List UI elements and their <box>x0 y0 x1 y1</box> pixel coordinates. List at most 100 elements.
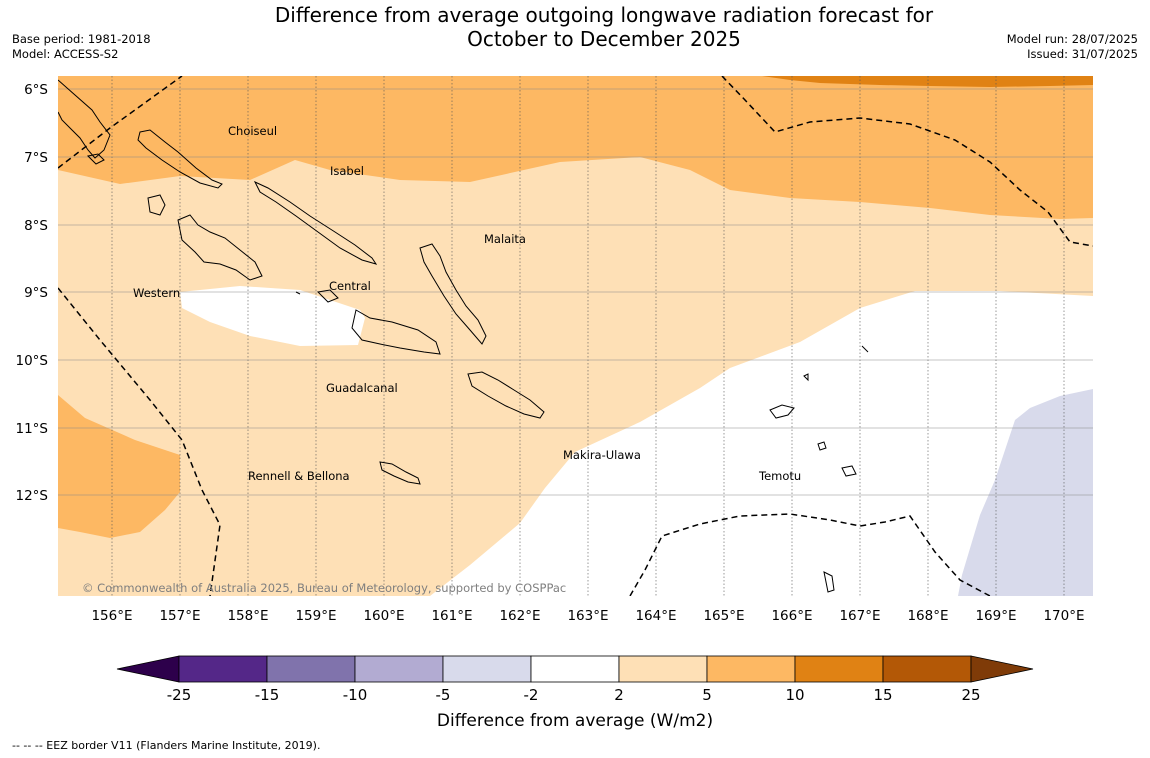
map-area: Choiseul Isabel Malaita Western Central … <box>58 76 1093 596</box>
eez-border-southeast <box>629 513 991 596</box>
lat-tick-label: 11°S <box>16 421 49 437</box>
duff-islands <box>861 345 869 353</box>
colorbar-tick-label: -2 <box>524 686 539 704</box>
islands <box>58 79 869 593</box>
model-name: Model: ACCESS-S2 <box>12 47 119 61</box>
colorbar-extend-max <box>970 655 1034 683</box>
lat-tick-label: 10°S <box>16 353 49 369</box>
guadalcanal-island <box>351 309 441 355</box>
florida-islands <box>316 289 339 303</box>
eez-border-northwest <box>58 76 183 169</box>
lat-tick-label: 12°S <box>16 488 49 504</box>
lat-axis: 6°S 7°S 8°S 9°S 10°S 11°S 12°S <box>16 82 49 504</box>
lon-tick-label: 166°E <box>771 608 812 624</box>
colorbar-swatch <box>530 655 620 683</box>
colorbar-tick-label: 10 <box>785 686 804 704</box>
label-malaita: Malaita <box>484 232 526 246</box>
lon-tick-label: 165°E <box>703 608 744 624</box>
grid <box>111 76 1065 596</box>
label-western: Western <box>133 286 180 300</box>
lon-tick-label: 156°E <box>91 608 132 624</box>
malaita-island <box>419 243 487 345</box>
colorbar-tick-label: 5 <box>702 686 712 704</box>
colorbar-tick-label: -5 <box>436 686 451 704</box>
copyright-notice: © Commonwealth of Australia 2025, Bureau… <box>82 581 566 595</box>
anuta-island <box>823 571 835 593</box>
lon-tick-label: 168°E <box>907 608 948 624</box>
title-line-1: Difference from average outgoing longwav… <box>274 3 934 27</box>
lat-tick-label: 8°S <box>24 218 48 234</box>
issued-date: Issued: 31/07/2025 <box>1027 47 1138 61</box>
lon-tick-label: 158°E <box>227 608 268 624</box>
lon-tick-label: 157°E <box>159 608 200 624</box>
contour-neg5-to-neg2 <box>958 389 1093 596</box>
colorbar-swatch <box>266 655 356 683</box>
choiseul-island <box>137 129 223 189</box>
eez-border-northeast <box>721 76 1093 247</box>
map-title: Difference from average outgoing longwav… <box>200 3 1008 51</box>
label-temotu: Temotu <box>758 469 801 483</box>
colorbar-tick-label: -15 <box>255 686 280 704</box>
colorbar-swatch <box>706 655 796 683</box>
reef-islands <box>803 373 809 382</box>
colorbar: -25 -15 -10 -5 -2 2 5 10 15 25 Differenc… <box>116 655 1034 731</box>
eez-borders <box>58 76 1093 596</box>
colorbar-tick-label: -25 <box>167 686 192 704</box>
label-rennell-bellona: Rennell & Bellona <box>248 469 350 483</box>
lat-tick-label: 6°S <box>24 82 48 98</box>
label-central: Central <box>329 279 371 293</box>
model-run: Model run: 28/07/2025 <box>1006 32 1138 46</box>
utupua-island <box>817 441 827 451</box>
russell-islands <box>295 291 301 295</box>
colorbar-swatch <box>882 655 972 683</box>
colorbar-tick-label: -10 <box>343 686 368 704</box>
colorbar-tick-label: 25 <box>961 686 980 704</box>
lon-tick-label: 160°E <box>363 608 404 624</box>
run-info: Model run: 28/07/2025 Issued: 31/07/2025 <box>1007 32 1138 62</box>
santa-cruz-island <box>769 404 795 419</box>
eez-legend: -- -- -- EEZ border V11 (Flanders Marine… <box>12 739 321 752</box>
lon-axis: 156°E 157°E 158°E 159°E 160°E 161°E 162°… <box>91 608 1084 624</box>
label-makira-ulawa: Makira-Ulawa <box>563 448 641 462</box>
makira-island <box>467 371 545 419</box>
contour-10-to-15 <box>762 76 1093 87</box>
lat-tick-label: 7°S <box>24 150 48 166</box>
label-choiseul: Choiseul <box>228 124 277 138</box>
colorbar-swatch <box>618 655 708 683</box>
title-line-2: October to December 2025 <box>467 27 741 51</box>
shortland-islands <box>86 153 105 165</box>
colorbar-swatch <box>354 655 444 683</box>
lon-tick-label: 159°E <box>295 608 336 624</box>
contour-neutral-central <box>180 286 365 346</box>
label-guadalcanal: Guadalcanal <box>326 381 398 395</box>
lon-tick-label: 169°E <box>975 608 1016 624</box>
colorbar-tick-labels: -25 -15 -10 -5 -2 2 5 10 15 25 <box>167 686 981 704</box>
colorbar-extend-min <box>116 655 180 683</box>
label-isabel: Isabel <box>330 164 364 178</box>
colorbar-swatch <box>794 655 884 683</box>
lon-tick-label: 161°E <box>431 608 472 624</box>
lon-tick-label: 163°E <box>567 608 608 624</box>
lat-lines <box>58 88 1093 496</box>
contour-5-to-10-southwest <box>58 395 180 538</box>
vella-lavella-island <box>147 194 166 216</box>
lon-tick-label: 164°E <box>635 608 676 624</box>
lat-tick-label: 9°S <box>24 285 48 301</box>
contour-5-to-10-north <box>58 76 1093 219</box>
lon-tick-label: 167°E <box>839 608 880 624</box>
contour-neutral-east <box>430 291 1093 596</box>
new-georgia-island <box>177 214 263 281</box>
lon-tick-label: 162°E <box>499 608 540 624</box>
colorbar-swatch <box>442 655 532 683</box>
colorbar-tick-label: 15 <box>873 686 892 704</box>
isabel-island <box>253 180 378 265</box>
colorbar-swatch <box>178 655 268 683</box>
rennell-island <box>379 461 421 485</box>
colorbar-swatches <box>116 655 1034 683</box>
vanikoro-island <box>841 465 857 477</box>
lon-tick-label: 170°E <box>1043 608 1084 624</box>
model-info: Base period: 1981-2018 Model: ACCESS-S2 <box>12 32 151 62</box>
base-period: Base period: 1981-2018 <box>12 32 151 46</box>
colorbar-label: Difference from average (W/m2) <box>437 711 713 731</box>
